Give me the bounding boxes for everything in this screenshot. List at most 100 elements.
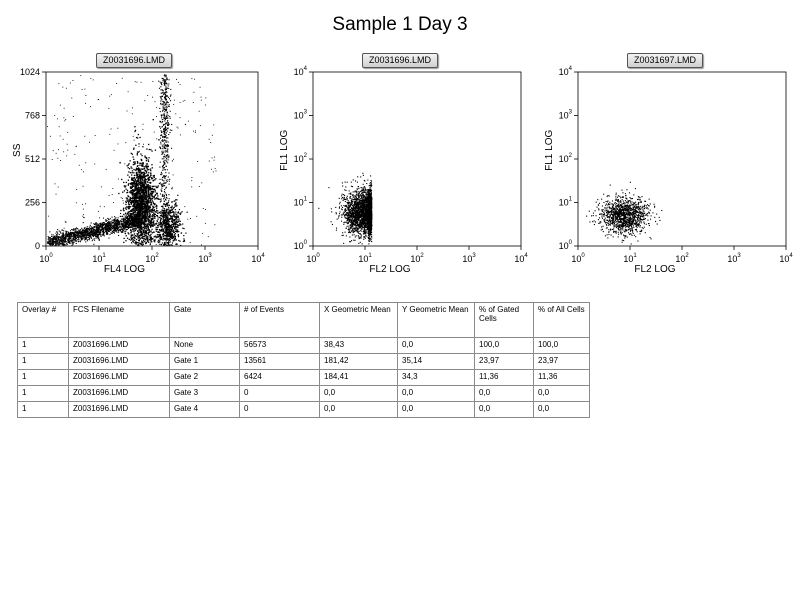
table-cell: 181,42	[319, 353, 398, 370]
x-tick-label: 103	[462, 253, 476, 264]
scatter-points	[47, 74, 217, 247]
y-tick-label: 1024	[20, 67, 40, 77]
table-row: 1 Z0031696.LMD Gate 3 0 0,0 0,0 0,0 0,0	[17, 385, 590, 402]
table-cell: Z0031696.LMD	[68, 369, 170, 386]
y-tick-exp: 1	[569, 197, 573, 203]
x-tick-exp: 3	[208, 253, 212, 259]
x-axis-label: FL4 LOG	[104, 264, 145, 275]
table-cell: 0	[239, 385, 320, 402]
table-cell: 1	[17, 401, 69, 418]
y-tick-exp: 3	[569, 110, 573, 116]
col-header: X Geometric Mean	[319, 302, 398, 338]
table-cell: 0,0	[474, 401, 534, 418]
table-header-row: Overlay # FCS Filename Gate # of Events …	[17, 302, 590, 338]
x-tick-label: 102	[410, 253, 424, 264]
x-axis-label: FL2 LOG	[369, 264, 410, 275]
table-cell: 0,0	[319, 401, 398, 418]
y-tick-exp: 0	[304, 240, 308, 246]
y-tick-label: 256	[25, 198, 40, 208]
scatter-points	[586, 181, 663, 245]
y-tick-label: 512	[25, 154, 40, 164]
x-tick-label: 104	[514, 253, 528, 264]
x-tick-label: 101	[358, 253, 372, 264]
x-tick-label: 100	[39, 253, 53, 264]
y-tick-label: 103	[294, 110, 308, 121]
table-cell: 0,0	[397, 385, 475, 402]
plot2-title: Z0031696.LMD	[362, 53, 439, 68]
table-cell: 1	[17, 353, 69, 370]
page-title: Sample 1 Day 3	[332, 14, 468, 35]
table-cell: 23,97	[474, 353, 534, 370]
table-cell: 1	[17, 337, 69, 354]
y-axis-label: FL1 LOG	[279, 130, 290, 171]
table-cell: 0,0	[474, 385, 534, 402]
y-tick-exp: 1	[304, 197, 308, 203]
y-tick-label: 100	[294, 240, 308, 251]
x-tick-exp: 2	[685, 253, 689, 259]
table-row: 1 Z0031696.LMD Gate 4 0 0,0 0,0 0,0 0,0	[17, 401, 590, 418]
x-tick-label: 102	[145, 253, 159, 264]
y-tick-label: 102	[294, 153, 308, 164]
x-tick-exp: 1	[102, 253, 106, 259]
table-row: 1 Z0031696.LMD Gate 2 6424 184,41 34,3 11,36 11…	[17, 369, 590, 386]
table-cell: 1	[17, 385, 69, 402]
table-cell: Gate 4	[169, 401, 240, 418]
x-tick-exp: 3	[737, 253, 741, 259]
y-tick-label: 104	[559, 66, 573, 77]
table-cell: 34,3	[397, 369, 475, 386]
col-header: FCS Filename	[68, 302, 170, 338]
table-cell: Gate 2	[169, 369, 240, 386]
plot-frame	[577, 71, 787, 247]
x-tick-exp: 2	[420, 253, 424, 259]
table-cell: 0,0	[397, 337, 475, 354]
table-cell: 35,14	[397, 353, 475, 370]
table-row: 1 Z0031696.LMD Gate 1 13561 181,42 35,14 23,97…	[17, 353, 590, 370]
y-tick-label: 768	[25, 111, 40, 121]
y-tick-label: 104	[294, 66, 308, 77]
table-cell: 11,36	[474, 369, 534, 386]
statistics-table: Overlay # FCS Filename Gate # of Events …	[17, 302, 590, 418]
x-tick-exp: 2	[155, 253, 159, 259]
x-tick-label: 104	[251, 253, 265, 264]
table-cell: Z0031696.LMD	[68, 353, 170, 370]
table-cell: 13561	[239, 353, 320, 370]
x-tick-exp: 1	[368, 253, 372, 259]
table-cell: 38,43	[319, 337, 398, 354]
x-tick-exp: 4	[524, 253, 528, 259]
plot-frame	[312, 71, 522, 247]
y-tick-label: 0	[35, 241, 40, 251]
y-axis-label: SS	[12, 143, 23, 157]
col-header: Overlay #	[17, 302, 69, 338]
table-cell: 100,0	[474, 337, 534, 354]
y-tick-label: 101	[559, 197, 573, 208]
y-tick-exp: 4	[304, 66, 308, 72]
x-tick-exp: 3	[472, 253, 476, 259]
x-tick-exp: 4	[261, 253, 265, 259]
y-tick-exp: 0	[569, 240, 573, 246]
col-header: % of All Cells	[533, 302, 590, 338]
x-tick-label: 103	[198, 253, 212, 264]
x-tick-label: 104	[779, 253, 793, 264]
y-tick-label: 101	[294, 197, 308, 208]
y-tick-exp: 3	[304, 110, 308, 116]
table-cell: 6424	[239, 369, 320, 386]
table-cell: 0,0	[533, 401, 590, 418]
table-cell: None	[169, 337, 240, 354]
x-tick-exp: 1	[633, 253, 637, 259]
scatter-points	[318, 172, 373, 245]
x-tick-exp: 0	[316, 253, 320, 259]
table-cell: 0	[239, 401, 320, 418]
col-header: % of Gated Cells	[474, 302, 534, 338]
table-row: 1 Z0031696.LMD None 56573 38,43 0,0 100,0 100,0	[17, 337, 590, 354]
x-tick-exp: 0	[49, 253, 53, 259]
table-cell: 56573	[239, 337, 320, 354]
y-tick-exp: 4	[569, 66, 573, 72]
x-tick-label: 103	[727, 253, 741, 264]
x-tick-label: 101	[92, 253, 106, 264]
table-cell: Z0031696.LMD	[68, 337, 170, 354]
col-header: # of Events	[239, 302, 320, 338]
y-tick-label: 103	[559, 110, 573, 121]
